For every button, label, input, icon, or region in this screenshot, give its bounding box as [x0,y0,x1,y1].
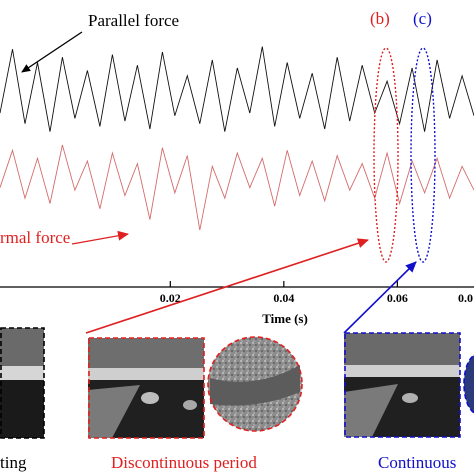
region-b-ellipse [373,47,399,263]
region-c-ellipse [410,47,436,263]
series-line-parallel-force [0,46,474,132]
left-image-panel [0,327,45,439]
parallel-force-label: Parallel force [88,11,179,30]
middle-zoom-circle [207,336,303,432]
label-b: (b) [370,9,390,28]
normal-force-arrow [71,230,129,245]
x-tick-label: 0.0 [458,291,473,305]
x-tick-label: 0.02 [160,291,181,305]
middle-panel-caption: Discontinuous period [111,453,257,472]
plot-area [0,46,474,231]
right-zoom-circle-partial [463,354,474,414]
right-panel-caption: Continuous [378,453,456,472]
parallel-force-arrow [21,31,83,73]
right-image-panel [344,332,461,438]
x-axis-label: Time (s) [262,311,308,326]
series-line-normal-force [0,144,474,231]
x-tick-label: 0.06 [387,291,408,305]
normal-force-label: rmal force [0,228,70,247]
blue-connector-arrow [343,261,417,334]
red-connector-arrow [85,238,369,334]
x-axis-ticks: 0.02 0.04 0.06 0.0 [160,281,473,305]
x-tick-label: 0.04 [273,291,294,305]
label-c: (c) [413,9,432,28]
left-panel-caption: ting [0,453,27,472]
middle-image-panel [88,337,205,439]
